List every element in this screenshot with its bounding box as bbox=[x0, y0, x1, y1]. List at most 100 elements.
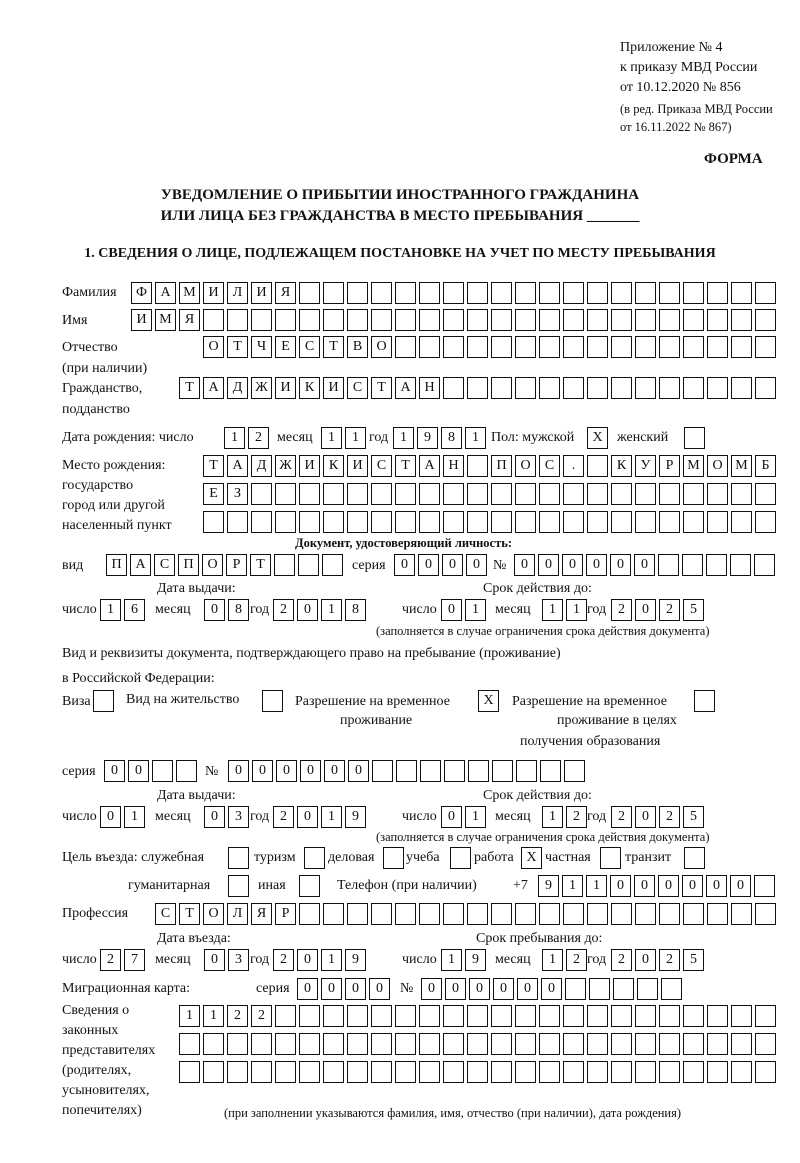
char-cell[interactable] bbox=[419, 1061, 440, 1083]
char-cell[interactable]: 0 bbox=[104, 760, 125, 782]
char-cell[interactable] bbox=[227, 309, 248, 331]
char-cell[interactable] bbox=[347, 903, 368, 925]
char-cell[interactable]: 0 bbox=[466, 554, 487, 576]
char-cell[interactable] bbox=[515, 377, 536, 399]
char-cell[interactable] bbox=[611, 336, 632, 358]
char-cell[interactable]: У bbox=[635, 455, 656, 477]
char-cell[interactable]: 1 bbox=[393, 427, 414, 449]
char-cell[interactable] bbox=[419, 511, 440, 533]
char-cell[interactable] bbox=[682, 554, 703, 576]
char-cell[interactable]: А bbox=[227, 455, 248, 477]
char-cell[interactable]: Н bbox=[419, 377, 440, 399]
char-cell[interactable]: 0 bbox=[514, 554, 535, 576]
char-cell[interactable] bbox=[683, 1033, 704, 1055]
char-cell[interactable]: 1 bbox=[203, 1005, 224, 1027]
char-cell[interactable] bbox=[707, 903, 728, 925]
char-cell[interactable]: Д bbox=[251, 455, 272, 477]
char-cell[interactable] bbox=[661, 978, 682, 1000]
char-cell[interactable] bbox=[467, 455, 488, 477]
char-cell[interactable] bbox=[467, 1033, 488, 1055]
char-cell[interactable] bbox=[420, 760, 441, 782]
char-cell[interactable] bbox=[419, 309, 440, 331]
char-cell[interactable] bbox=[587, 903, 608, 925]
char-cell[interactable] bbox=[443, 1005, 464, 1027]
char-cell[interactable] bbox=[467, 309, 488, 331]
char-cell[interactable] bbox=[275, 1033, 296, 1055]
char-cell[interactable] bbox=[251, 1033, 272, 1055]
char-cell[interactable]: 0 bbox=[635, 599, 656, 621]
char-cell[interactable] bbox=[635, 377, 656, 399]
char-cell[interactable] bbox=[347, 282, 368, 304]
char-cell[interactable] bbox=[491, 511, 512, 533]
char-cell[interactable] bbox=[587, 1061, 608, 1083]
char-cell[interactable] bbox=[563, 282, 584, 304]
char-cell[interactable] bbox=[731, 309, 752, 331]
char-cell[interactable] bbox=[323, 1061, 344, 1083]
char-cell[interactable] bbox=[539, 377, 560, 399]
checkbox-cell[interactable] bbox=[600, 847, 621, 869]
char-cell[interactable] bbox=[467, 483, 488, 505]
char-cell[interactable] bbox=[443, 511, 464, 533]
char-cell[interactable]: 8 bbox=[441, 427, 462, 449]
char-cell[interactable] bbox=[731, 377, 752, 399]
char-cell[interactable]: И bbox=[251, 282, 272, 304]
char-cell[interactable] bbox=[755, 309, 776, 331]
char-cell[interactable] bbox=[563, 1033, 584, 1055]
char-cell[interactable]: 1 bbox=[586, 875, 607, 897]
char-cell[interactable]: 1 bbox=[321, 949, 342, 971]
char-cell[interactable]: 0 bbox=[469, 978, 490, 1000]
char-cell[interactable] bbox=[467, 377, 488, 399]
char-cell[interactable] bbox=[515, 483, 536, 505]
char-cell[interactable] bbox=[755, 377, 776, 399]
char-cell[interactable] bbox=[707, 336, 728, 358]
char-cell[interactable]: 0 bbox=[369, 978, 390, 1000]
char-cell[interactable] bbox=[179, 1061, 200, 1083]
char-cell[interactable] bbox=[347, 1005, 368, 1027]
char-cell[interactable] bbox=[275, 309, 296, 331]
char-cell[interactable] bbox=[731, 483, 752, 505]
char-cell[interactable]: И bbox=[323, 377, 344, 399]
char-cell[interactable] bbox=[563, 903, 584, 925]
char-cell[interactable]: 0 bbox=[204, 949, 225, 971]
char-cell[interactable] bbox=[635, 903, 656, 925]
char-cell[interactable] bbox=[419, 1033, 440, 1055]
char-cell[interactable]: 0 bbox=[297, 978, 318, 1000]
char-cell[interactable]: 0 bbox=[297, 599, 318, 621]
char-cell[interactable]: 7 bbox=[124, 949, 145, 971]
char-cell[interactable]: 0 bbox=[634, 554, 655, 576]
char-cell[interactable] bbox=[539, 309, 560, 331]
char-cell[interactable] bbox=[658, 554, 679, 576]
char-cell[interactable] bbox=[251, 511, 272, 533]
char-cell[interactable] bbox=[563, 483, 584, 505]
char-cell[interactable] bbox=[396, 760, 417, 782]
char-cell[interactable] bbox=[515, 309, 536, 331]
char-cell[interactable] bbox=[755, 1061, 776, 1083]
char-cell[interactable] bbox=[275, 1061, 296, 1083]
char-cell[interactable] bbox=[395, 511, 416, 533]
char-cell[interactable]: О bbox=[203, 336, 224, 358]
char-cell[interactable] bbox=[539, 282, 560, 304]
char-cell[interactable]: 0 bbox=[204, 806, 225, 828]
char-cell[interactable] bbox=[755, 1005, 776, 1027]
char-cell[interactable]: Я bbox=[275, 282, 296, 304]
char-cell[interactable]: 0 bbox=[321, 978, 342, 1000]
checkbox-cell[interactable]: X bbox=[521, 847, 542, 869]
checkbox-cell[interactable] bbox=[383, 847, 404, 869]
char-cell[interactable] bbox=[589, 978, 610, 1000]
char-cell[interactable]: 0 bbox=[418, 554, 439, 576]
char-cell[interactable] bbox=[706, 554, 727, 576]
char-cell[interactable]: И bbox=[299, 455, 320, 477]
char-cell[interactable] bbox=[323, 511, 344, 533]
char-cell[interactable] bbox=[299, 903, 320, 925]
char-cell[interactable]: 2 bbox=[273, 599, 294, 621]
char-cell[interactable] bbox=[659, 483, 680, 505]
char-cell[interactable] bbox=[565, 978, 586, 1000]
char-cell[interactable]: 0 bbox=[586, 554, 607, 576]
char-cell[interactable]: Я bbox=[179, 309, 200, 331]
char-cell[interactable] bbox=[635, 1061, 656, 1083]
char-cell[interactable]: 2 bbox=[227, 1005, 248, 1027]
char-cell[interactable] bbox=[347, 309, 368, 331]
char-cell[interactable] bbox=[467, 511, 488, 533]
char-cell[interactable]: 1 bbox=[321, 806, 342, 828]
char-cell[interactable] bbox=[515, 1033, 536, 1055]
